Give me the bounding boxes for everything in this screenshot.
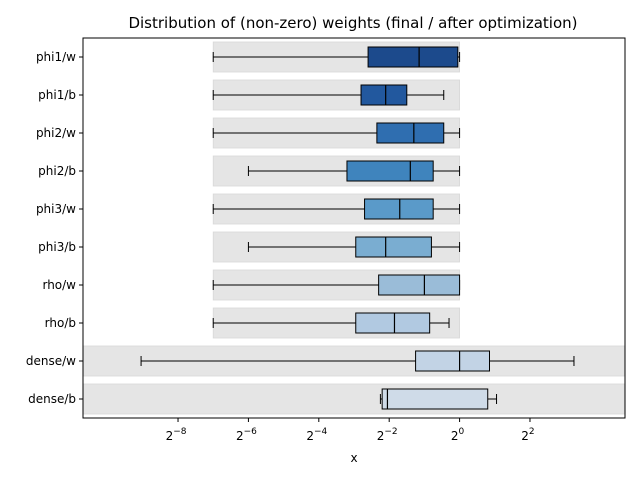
box-phi1-b: [360, 84, 408, 106]
box-group-dense-w: [82, 345, 626, 377]
y-tick-label-rho-b: rho/b: [45, 316, 76, 330]
x-axis: 2−8 2−6 2−4 2−2 20 22: [166, 418, 535, 443]
x-tick-exponent: 2: [529, 427, 535, 437]
box-rho-w: [378, 274, 461, 296]
box-group-phi3-b: [212, 231, 461, 263]
box-phi2-b: [346, 160, 434, 182]
chart-title: Distribution of (non-zero) weights (fina…: [128, 14, 577, 32]
axes-frame: [82, 37, 626, 419]
box-phi3-b: [355, 236, 432, 258]
box-group-phi3-w: [212, 193, 461, 225]
box-group-dense-b: [82, 383, 626, 415]
x-tick-label: 2−8: [166, 427, 187, 443]
box-group-phi1-b: [212, 79, 460, 111]
y-tick-label-phi1-b: phi1/b: [38, 88, 76, 102]
range-band-dense-b: [82, 383, 626, 415]
x-tick-exponent: −4: [314, 427, 328, 437]
box-phi3-w: [364, 198, 434, 220]
plot-area: [82, 41, 626, 415]
y-tick-label-rho-w: rho/w: [42, 278, 76, 292]
box-dense-b: [381, 388, 489, 410]
y-tick-label-phi2-b: phi2/b: [38, 164, 76, 178]
box-dense-w: [415, 350, 490, 372]
box-group-phi2-b: [212, 155, 461, 187]
y-tick-label-phi3-w: phi3/w: [36, 202, 76, 216]
box-group-phi2-w: [212, 117, 461, 149]
box-phi1-w: [367, 46, 459, 68]
box-rho-b: [355, 312, 431, 334]
x-tick-label: 20: [451, 427, 465, 443]
y-axis: phi1/w phi1/b phi2/w phi2/b phi3/w phi3/b rho/…: [26, 50, 83, 406]
x-tick-exponent: −6: [244, 427, 258, 437]
box-phi2-w: [376, 122, 445, 144]
box-group-rho-b: [212, 307, 460, 339]
box-group-phi1-w: [212, 41, 461, 73]
x-tick-exponent: −2: [384, 427, 397, 437]
x-tick-label: 2−2: [377, 427, 398, 443]
x-axis-label: x: [350, 451, 357, 465]
y-tick-label-phi1-w: phi1/w: [36, 50, 76, 64]
box-group-rho-w: [212, 269, 461, 301]
y-tick-label-phi2-w: phi2/w: [36, 126, 76, 140]
y-tick-label-dense-b: dense/b: [28, 392, 76, 406]
y-tick-label-phi3-b: phi3/b: [38, 240, 76, 254]
x-tick-label: 22: [521, 427, 534, 443]
x-tick-exponent: 0: [459, 427, 465, 437]
x-tick-exponent: −8: [173, 427, 187, 437]
x-tick-label: 2−6: [236, 427, 257, 443]
y-tick-label-dense-w: dense/w: [26, 354, 76, 368]
x-tick-label: 2−4: [306, 427, 327, 443]
